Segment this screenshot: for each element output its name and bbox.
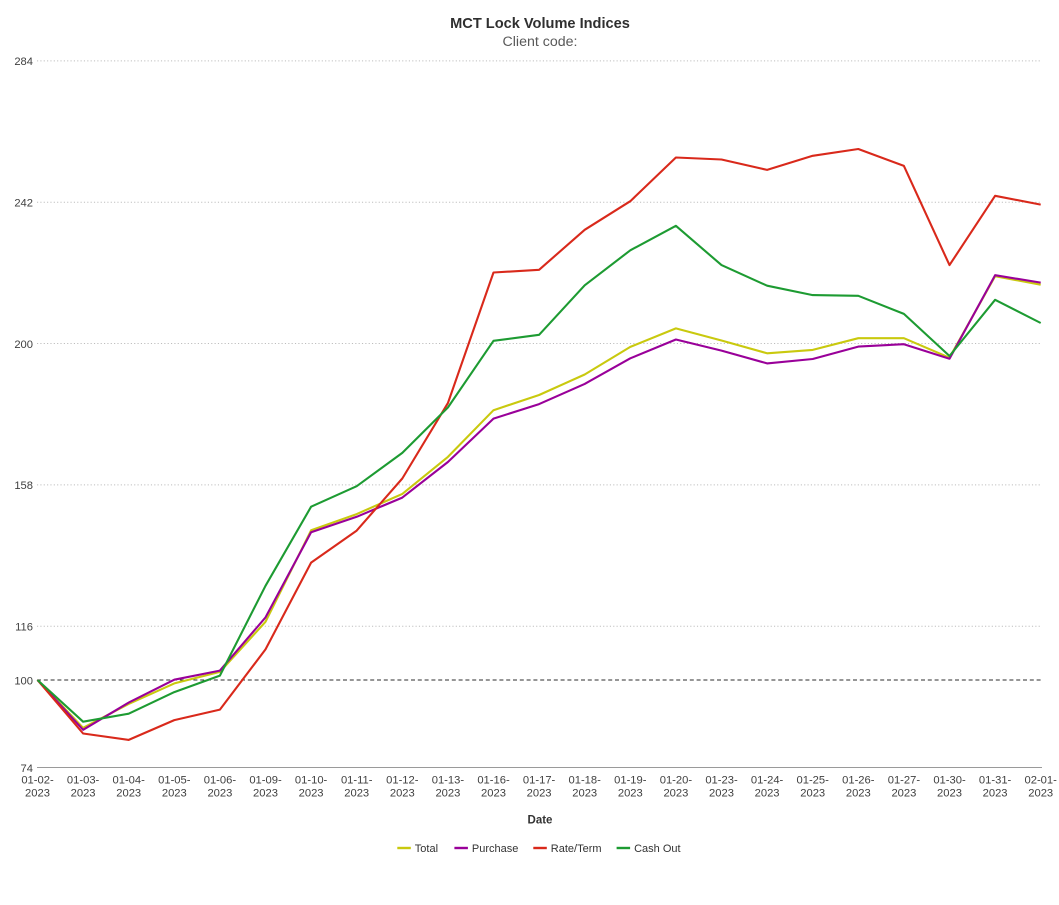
- svg-text:01-10-: 01-10-: [295, 775, 328, 787]
- svg-text:Rate/Term: Rate/Term: [551, 843, 602, 855]
- svg-text:200: 200: [14, 339, 33, 351]
- svg-text:284: 284: [14, 56, 33, 68]
- svg-text:01-02-: 01-02-: [21, 775, 54, 787]
- svg-text:2023: 2023: [1028, 788, 1053, 800]
- svg-text:01-17-: 01-17-: [523, 775, 556, 787]
- svg-text:242: 242: [14, 198, 33, 210]
- svg-text:01-12-: 01-12-: [386, 775, 419, 787]
- svg-text:Client code:: Client code:: [503, 34, 578, 50]
- svg-text:01-26-: 01-26-: [842, 775, 875, 787]
- svg-text:2023: 2023: [755, 788, 780, 800]
- svg-text:01-25-: 01-25-: [797, 775, 830, 787]
- svg-text:2023: 2023: [800, 788, 825, 800]
- svg-text:2023: 2023: [572, 788, 597, 800]
- svg-text:01-16-: 01-16-: [477, 775, 510, 787]
- svg-text:01-19-: 01-19-: [614, 775, 647, 787]
- svg-text:2023: 2023: [71, 788, 96, 800]
- svg-text:2023: 2023: [709, 788, 734, 800]
- svg-text:158: 158: [14, 480, 33, 492]
- svg-text:2023: 2023: [116, 788, 141, 800]
- svg-text:2023: 2023: [618, 788, 643, 800]
- svg-text:74: 74: [21, 763, 33, 775]
- svg-text:01-11-: 01-11-: [341, 775, 373, 787]
- svg-text:01-27-: 01-27-: [888, 775, 921, 787]
- svg-text:2023: 2023: [481, 788, 506, 800]
- svg-text:2023: 2023: [435, 788, 460, 800]
- svg-text:2023: 2023: [162, 788, 187, 800]
- svg-text:2023: 2023: [344, 788, 369, 800]
- svg-text:01-13-: 01-13-: [432, 775, 465, 787]
- svg-text:2023: 2023: [663, 788, 688, 800]
- svg-text:01-05-: 01-05-: [158, 775, 191, 787]
- svg-text:2023: 2023: [390, 788, 415, 800]
- svg-text:2023: 2023: [25, 788, 50, 800]
- svg-text:2023: 2023: [253, 788, 278, 800]
- svg-text:Purchase: Purchase: [472, 843, 518, 855]
- svg-text:2023: 2023: [299, 788, 324, 800]
- svg-text:Total: Total: [415, 843, 438, 855]
- svg-text:MCT Lock Volume Indices: MCT Lock Volume Indices: [450, 16, 630, 32]
- svg-text:2023: 2023: [207, 788, 232, 800]
- svg-text:01-30-: 01-30-: [933, 775, 966, 787]
- svg-text:01-23-: 01-23-: [705, 775, 738, 787]
- svg-text:01-04-: 01-04-: [113, 775, 146, 787]
- svg-text:01-24-: 01-24-: [751, 775, 784, 787]
- svg-text:01-09-: 01-09-: [249, 775, 282, 787]
- svg-text:2023: 2023: [527, 788, 552, 800]
- svg-text:01-03-: 01-03-: [67, 775, 100, 787]
- svg-text:01-06-: 01-06-: [204, 775, 237, 787]
- svg-text:2023: 2023: [891, 788, 916, 800]
- svg-text:02-01-: 02-01-: [1025, 775, 1058, 787]
- svg-text:2023: 2023: [846, 788, 871, 800]
- svg-text:100: 100: [14, 675, 33, 687]
- svg-text:01-31-: 01-31-: [979, 775, 1012, 787]
- svg-text:2023: 2023: [937, 788, 962, 800]
- svg-text:116: 116: [15, 622, 33, 634]
- svg-text:Cash Out: Cash Out: [634, 843, 680, 855]
- svg-text:Date: Date: [528, 815, 553, 827]
- svg-text:01-18-: 01-18-: [569, 775, 602, 787]
- svg-text:2023: 2023: [983, 788, 1008, 800]
- svg-text:01-20-: 01-20-: [660, 775, 693, 787]
